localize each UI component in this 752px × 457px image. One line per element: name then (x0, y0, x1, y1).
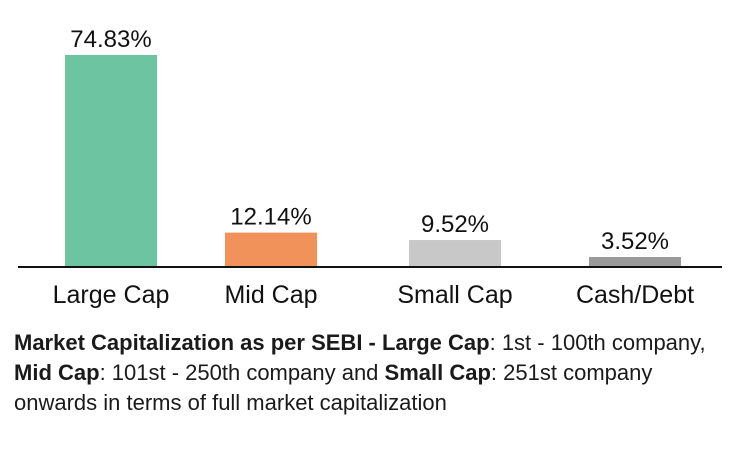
caption-heading: Market Capitalization as per SEBI - (14, 330, 376, 355)
bar-large-cap (65, 55, 157, 267)
category-label-large-cap: Large Cap (53, 281, 170, 309)
caption-large-cap-label: Large Cap (382, 330, 490, 355)
caption-large-cap-text: : 1st - 100th company, (489, 330, 706, 355)
market-cap-definition-note: Market Capitalization as per SEBI - Larg… (14, 328, 738, 418)
caption-mid-cap-label: Mid Cap (14, 360, 100, 385)
caption-mid-cap-text: : 101st - 250th company and (99, 360, 379, 385)
bar-mid-cap (225, 232, 317, 267)
labels-group: 74.83% Large Cap 12.14% Mid Cap 9.52% Small C… (53, 26, 694, 309)
value-label-mid-cap: 12.14% (230, 204, 311, 231)
bars-group (65, 55, 681, 267)
value-label-large-cap: 74.83% (70, 26, 151, 53)
value-label-cash-debt: 3.52% (601, 228, 669, 255)
category-label-small-cap: Small Cap (397, 281, 512, 309)
bar-small-cap (409, 240, 501, 267)
caption-small-cap-label: Small Cap (384, 360, 491, 385)
market-cap-bar-chart: 74.83% Large Cap 12.14% Mid Cap 9.52% Small C… (18, 26, 722, 309)
bar-cash-debt (589, 257, 681, 267)
category-label-cash-debt: Cash/Debt (576, 281, 694, 309)
caption-small-cap-text: : 251st company onwards in terms of full… (14, 360, 653, 415)
category-label-mid-cap: Mid Cap (224, 281, 317, 309)
value-label-small-cap: 9.52% (421, 211, 489, 238)
